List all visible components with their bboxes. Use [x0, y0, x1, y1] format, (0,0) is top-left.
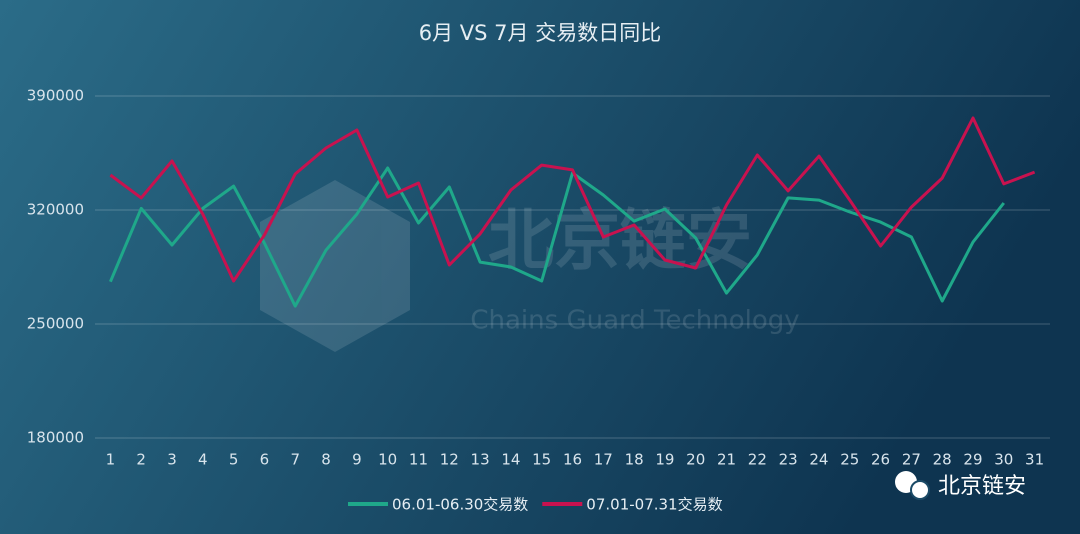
x-tick-label: 2	[136, 451, 146, 469]
x-tick-label: 22	[748, 451, 767, 469]
series-line	[109, 166, 1005, 308]
chart-title: 6月 VS 7月 交易数日同比	[419, 21, 661, 45]
x-tick-label: 13	[471, 451, 490, 469]
x-tick-label: 16	[563, 451, 582, 469]
x-tick-label: 8	[321, 451, 331, 469]
x-tick-label: 11	[409, 451, 428, 469]
brand-text: 北京链安	[938, 474, 1026, 499]
x-tick-label: 6	[260, 451, 270, 469]
y-tick-label: 320000	[27, 201, 84, 219]
x-tick-label: 27	[902, 451, 921, 469]
x-tick-label: 18	[625, 451, 644, 469]
x-tick-label: 31	[1025, 451, 1044, 469]
x-tick-label: 5	[229, 451, 239, 469]
x-tick-label: 3	[167, 451, 177, 469]
watermark-subtitle: Chains Guard Technology	[470, 306, 799, 336]
x-tick-label: 4	[198, 451, 208, 469]
x-tick-label: 28	[933, 451, 952, 469]
x-tick-label: 29	[963, 451, 982, 469]
x-tick-label: 21	[717, 451, 736, 469]
x-tick-label: 30	[994, 451, 1013, 469]
x-tick-label: 19	[655, 451, 674, 469]
x-tick-label: 14	[501, 451, 520, 469]
legend-label: 07.01-07.31交易数	[586, 496, 722, 514]
x-tick-label: 9	[352, 451, 362, 469]
x-tick-label: 15	[532, 451, 551, 469]
x-tick-label: 10	[378, 451, 397, 469]
x-tick-label: 24	[809, 451, 828, 469]
x-tick-label: 23	[779, 451, 798, 469]
x-tick-label: 1	[106, 451, 116, 469]
x-tick-label: 20	[686, 451, 705, 469]
x-tick-label: 12	[440, 451, 459, 469]
series-line	[109, 116, 1036, 283]
x-tick-label: 25	[840, 451, 859, 469]
x-tick-label: 7	[290, 451, 300, 469]
watermark-logo	[260, 180, 410, 352]
brand: 北京链安	[895, 471, 1026, 500]
y-tick-label: 390000	[27, 87, 84, 105]
x-tick-label: 17	[594, 451, 613, 469]
y-tick-label: 250000	[27, 315, 84, 333]
watermark: 北京链安 Chains Guard Technology	[260, 180, 800, 352]
legend-label: 06.01-06.30交易数	[392, 496, 528, 514]
x-tick-label: 26	[871, 451, 890, 469]
brand-icon	[910, 480, 930, 500]
y-tick-label: 180000	[27, 429, 84, 447]
